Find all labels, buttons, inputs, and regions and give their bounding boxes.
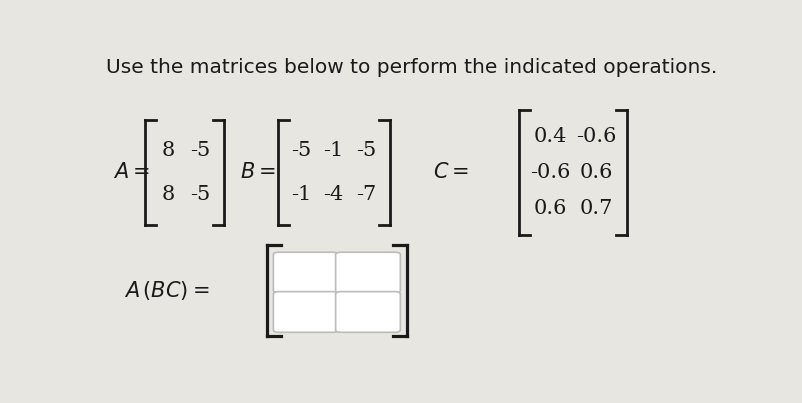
Text: -7: -7 (355, 185, 376, 204)
Text: 0.4: 0.4 (533, 127, 566, 146)
Text: $A\,(BC)=$: $A\,(BC)=$ (124, 279, 209, 302)
FancyBboxPatch shape (273, 252, 338, 293)
Text: $A=$: $A=$ (112, 162, 149, 183)
Text: -1: -1 (323, 141, 343, 160)
Text: -5: -5 (190, 141, 210, 160)
FancyBboxPatch shape (273, 292, 338, 332)
Text: -5: -5 (291, 141, 311, 160)
FancyBboxPatch shape (335, 292, 400, 332)
Text: $B=$: $B=$ (240, 162, 276, 183)
Text: -5: -5 (190, 185, 210, 204)
Text: -0.6: -0.6 (576, 127, 616, 146)
Text: 8: 8 (161, 141, 175, 160)
Text: -5: -5 (355, 141, 376, 160)
Text: 0.6: 0.6 (533, 199, 566, 218)
Text: $C=$: $C=$ (433, 162, 468, 183)
Text: -4: -4 (323, 185, 343, 204)
Text: Use the matrices below to perform the indicated operations.: Use the matrices below to perform the in… (106, 58, 716, 77)
Text: 0.6: 0.6 (579, 163, 613, 182)
FancyBboxPatch shape (335, 252, 400, 293)
Text: -0.6: -0.6 (529, 163, 569, 182)
Text: -1: -1 (291, 185, 311, 204)
Text: 8: 8 (161, 185, 175, 204)
Text: 0.7: 0.7 (579, 199, 613, 218)
